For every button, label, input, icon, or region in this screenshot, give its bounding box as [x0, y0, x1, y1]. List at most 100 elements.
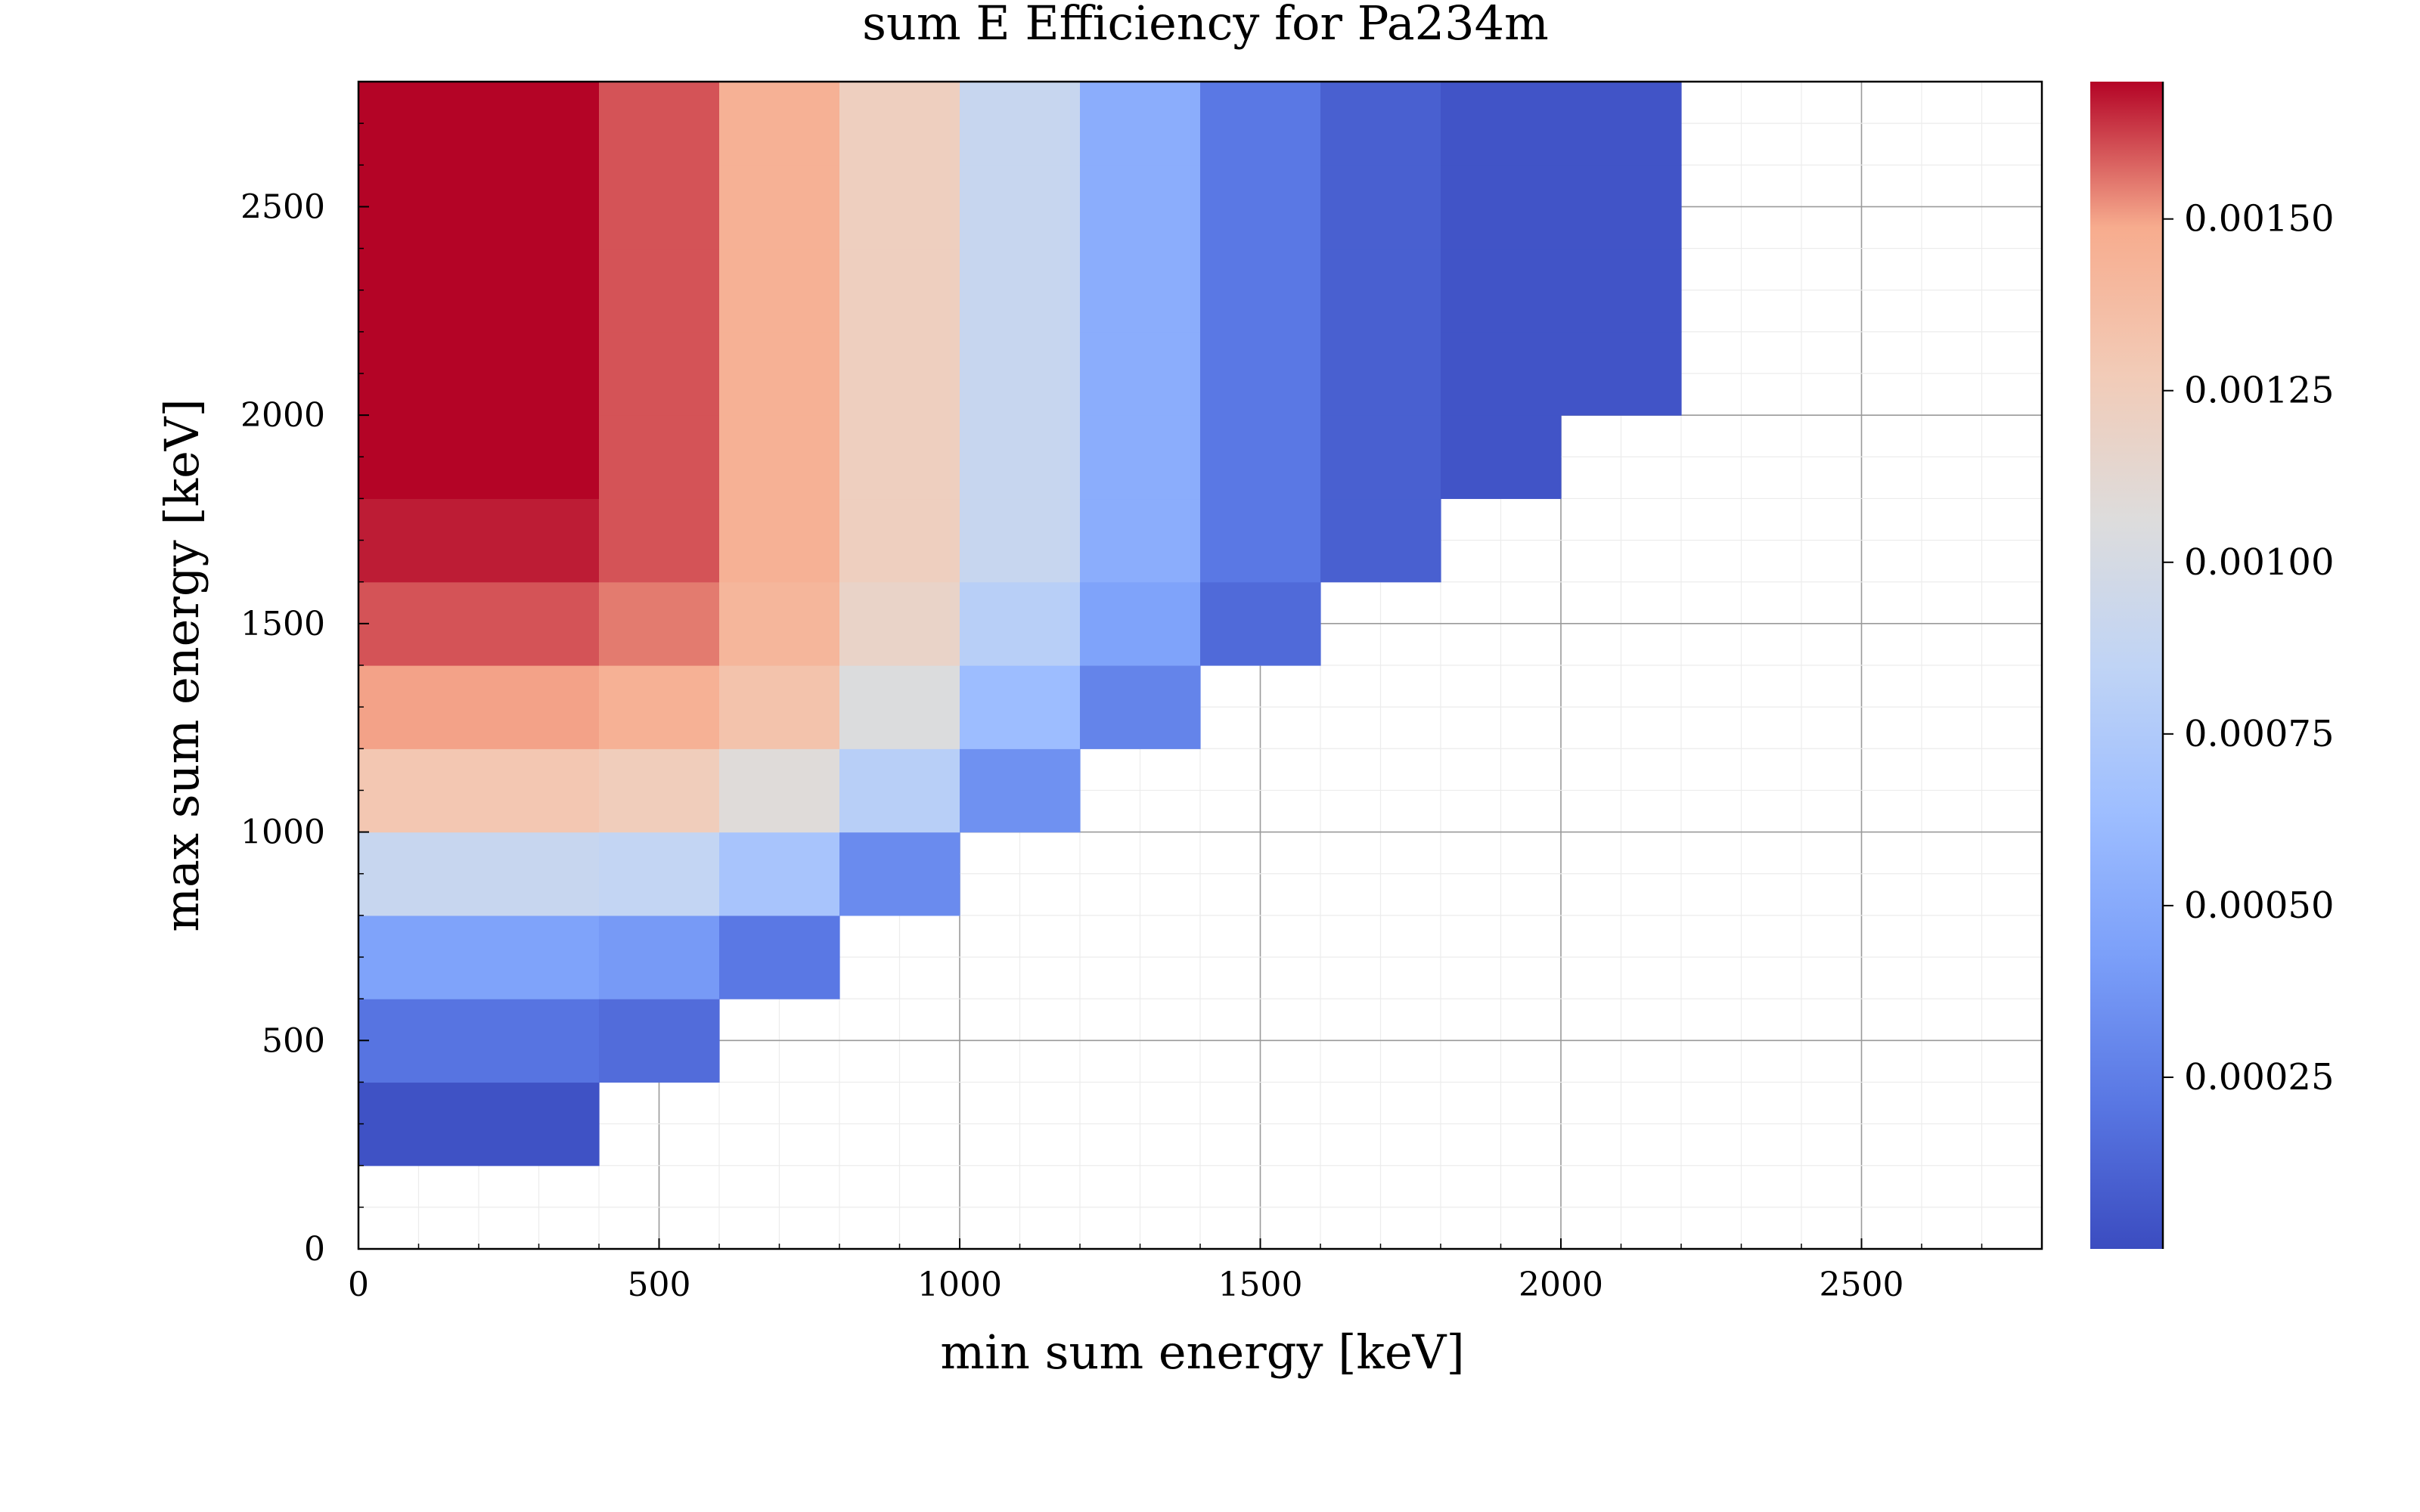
heatmap-cell — [1320, 82, 1441, 166]
y-axis-label: max sum energy [keV] — [154, 398, 209, 931]
heatmap-cell — [599, 498, 720, 583]
heatmap-cell — [599, 665, 720, 749]
heatmap-cell — [839, 165, 960, 249]
heatmap-cell — [960, 498, 1081, 583]
heatmap-cell — [960, 581, 1081, 666]
heatmap-cell — [1200, 581, 1321, 666]
heatmap-cell — [839, 248, 960, 333]
colorbar-tick-label: 0.00150 — [2184, 198, 2335, 240]
heatmap-cell — [599, 581, 720, 666]
heatmap-cell — [839, 82, 960, 166]
heatmap-cell — [719, 498, 840, 583]
heatmap-cell — [358, 82, 479, 166]
heatmap-cell — [1441, 82, 1562, 166]
colorbar-tick-label: 0.00050 — [2184, 885, 2335, 927]
heatmap-cell — [479, 415, 600, 500]
heatmap-cell — [358, 999, 479, 1083]
y-tick-label: 500 — [262, 1021, 325, 1060]
y-tick-label: 2000 — [240, 396, 325, 435]
y-tick-label: 1000 — [240, 813, 325, 852]
heatmap-cell — [599, 331, 720, 416]
y-tick-label: 0 — [304, 1230, 325, 1269]
heatmap-cell — [358, 248, 479, 333]
heatmap-cell — [1200, 498, 1321, 583]
heatmap-cell — [719, 331, 840, 416]
heatmap-cell — [1080, 581, 1201, 666]
heatmap-cell — [1561, 248, 1682, 333]
heatmap-cell — [839, 748, 960, 833]
heatmap-cell — [479, 915, 600, 999]
heatmap-cell — [1320, 498, 1441, 583]
heatmap-cell — [599, 832, 720, 916]
heatmap-cell — [1441, 331, 1562, 416]
heatmap-cell — [719, 581, 840, 666]
x-tick-label: 500 — [628, 1266, 691, 1304]
heatmap-cell — [1561, 165, 1682, 249]
heatmap-cell — [1320, 331, 1441, 416]
heatmap-cell — [1080, 665, 1201, 749]
heatmap-cell — [960, 82, 1081, 166]
x-tick-label: 0 — [348, 1266, 369, 1304]
colorbar-tick-label: 0.00075 — [2184, 713, 2335, 755]
colorbar — [2090, 82, 2163, 1249]
heatmap-cell — [1320, 248, 1441, 333]
heatmap-cell — [1080, 498, 1201, 583]
x-tick-label: 2500 — [1820, 1266, 1904, 1304]
heatmap-cell — [479, 82, 600, 166]
heatmap-cell — [358, 748, 479, 833]
heatmap-cell — [960, 165, 1081, 249]
heatmap-cell — [1080, 82, 1201, 166]
heatmap-cell — [719, 748, 840, 833]
heatmap-cell — [358, 331, 479, 416]
y-axis: 0 500 1000 1500 2000 2500 — [240, 122, 369, 1269]
heatmap-cell — [358, 415, 479, 500]
heatmap-cell — [839, 832, 960, 916]
heatmap-cell — [599, 82, 720, 166]
heatmap-cell — [1441, 248, 1562, 333]
heatmap-cell — [839, 415, 960, 500]
x-tick-label: 2000 — [1519, 1266, 1603, 1304]
heatmap-cell — [358, 665, 479, 749]
x-tick-label: 1000 — [917, 1266, 1002, 1304]
heatmap-cell — [1320, 165, 1441, 249]
colorbar-tick-label: 0.00125 — [2184, 370, 2335, 412]
heatmap-cell — [358, 581, 479, 666]
heatmap-cell — [358, 165, 479, 249]
heatmap-cell — [1320, 415, 1441, 500]
heatmap-cells — [358, 82, 1682, 1167]
heatmap-cell — [599, 165, 720, 249]
heatmap-cell — [1080, 331, 1201, 416]
heatmap-cell — [599, 415, 720, 500]
heatmap-cell — [960, 248, 1081, 333]
colorbar-ticks: 0.00025 0.00050 0.00075 0.00100 0.00125 0.001… — [2163, 198, 2335, 1098]
heatmap-cell — [1200, 82, 1321, 166]
heatmap-cell — [1200, 415, 1321, 500]
heatmap-cell — [839, 581, 960, 666]
x-axis: 0 500 1000 1500 2000 2500 — [348, 1238, 1983, 1304]
heatmap-cell — [479, 331, 600, 416]
heatmap-cell — [719, 248, 840, 333]
heatmap-cell — [1561, 331, 1682, 416]
heatmap-cell — [839, 665, 960, 749]
heatmap-cell — [1200, 331, 1321, 416]
heatmap-cell — [1080, 165, 1201, 249]
heatmap-cell — [839, 331, 960, 416]
heatmap-cell — [479, 165, 600, 249]
heatmap-cell — [1561, 82, 1682, 166]
heatmap-cell — [1080, 248, 1201, 333]
heatmap-cell — [479, 581, 600, 666]
heatmap-cell — [479, 665, 600, 749]
heatmap-cell — [479, 498, 600, 583]
heatmap-cell — [479, 999, 600, 1083]
chart-title: sum E Efficiency for Pa234m — [862, 0, 1549, 51]
heatmap-cell — [358, 915, 479, 999]
heatmap-cell — [599, 999, 720, 1083]
heatmap-cell — [960, 331, 1081, 416]
heatmap-cell — [719, 165, 840, 249]
heatmap-cell — [719, 665, 840, 749]
x-tick-label: 1500 — [1218, 1266, 1303, 1304]
heatmap-cell — [358, 1082, 479, 1167]
heatmap-cell — [960, 665, 1081, 749]
colorbar-tick-label: 0.00025 — [2184, 1056, 2335, 1098]
